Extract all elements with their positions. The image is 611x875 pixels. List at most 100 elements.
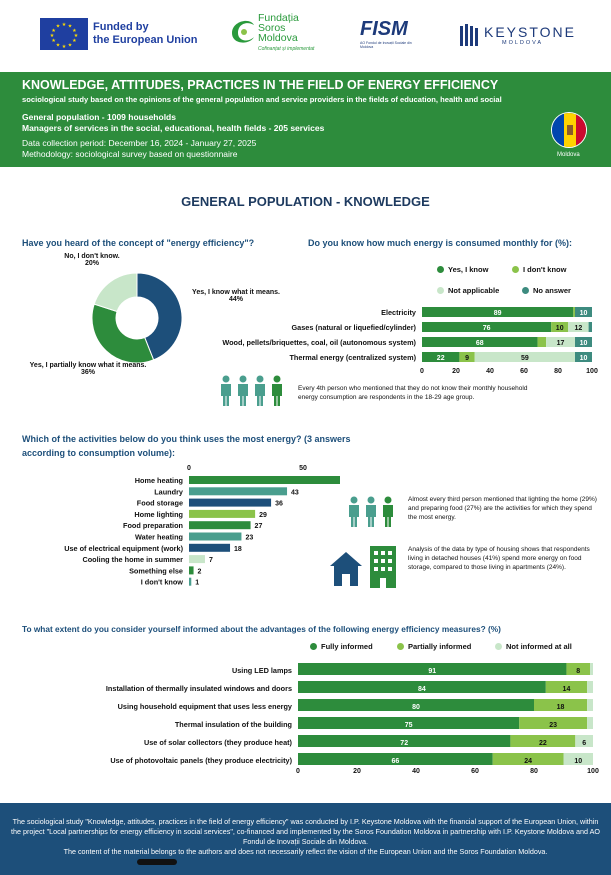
bar-value-label: 10 bbox=[580, 340, 588, 347]
bar-value-label: 22 bbox=[539, 740, 547, 747]
svg-text:★: ★ bbox=[62, 44, 67, 50]
banner-title: KNOWLEDGE, ATTITUDES, PRACTICES IN THE F… bbox=[22, 78, 499, 92]
bar-not-informed-at-all bbox=[587, 717, 593, 729]
bar-partially-informed bbox=[534, 699, 588, 711]
x-tick-label: 80 bbox=[554, 368, 562, 375]
bar-not-informed-at-all bbox=[587, 681, 593, 693]
note-housing: Analysis of the data by type of housing … bbox=[408, 546, 590, 571]
activity-bar-food-storage bbox=[189, 498, 272, 507]
activity-value: 29 bbox=[259, 512, 267, 519]
pie-value-no: 20% bbox=[84, 260, 99, 267]
x-tick-label: 0 bbox=[420, 368, 424, 375]
informed-question: To what extent do you consider yourself … bbox=[22, 624, 501, 634]
bar-value-label: 17 bbox=[557, 340, 565, 347]
svg-text:★: ★ bbox=[51, 28, 56, 34]
bar-yes-i-know bbox=[422, 307, 574, 317]
keystone-subtitle: MOLDOVA bbox=[502, 40, 544, 46]
bar-value-label: 14 bbox=[563, 686, 571, 693]
activity-value: 27 bbox=[255, 523, 263, 530]
bar-value-label: 59 bbox=[521, 355, 529, 362]
activity-label-use-of-electrical-equipment-work: Use of electrical equipment (work) bbox=[64, 544, 183, 553]
category-label: Use of solar collectors (they produce he… bbox=[144, 738, 293, 747]
bar-yes-i-know bbox=[422, 337, 538, 347]
bar-value-label: 10 bbox=[580, 310, 588, 317]
bar-partially-informed bbox=[566, 663, 591, 675]
category-label: Gases (natural or liquefied/cylinder) bbox=[292, 323, 417, 332]
bar-no-answer bbox=[575, 352, 592, 362]
footer: The sociological study "Knowledge, attit… bbox=[0, 803, 611, 875]
bar-no-answer bbox=[575, 307, 592, 317]
svg-text:★: ★ bbox=[72, 28, 77, 34]
x-tick-label: 60 bbox=[520, 368, 528, 375]
keystone-bars-icon bbox=[460, 24, 478, 46]
svg-text:★: ★ bbox=[51, 38, 56, 44]
fism-wordmark: FISM bbox=[360, 18, 408, 40]
bar-value-label: 72 bbox=[400, 740, 408, 747]
activity-label-laundry: Laundry bbox=[154, 487, 184, 496]
bar-not-informed-at-all bbox=[575, 735, 593, 747]
eu-flag-logo: ★ ★ ★ ★ ★ ★ ★ ★ ★ ★ ★ ★ bbox=[40, 18, 88, 50]
bar-value-label: 75 bbox=[405, 722, 413, 729]
eu-funded-line1: Funded by bbox=[93, 21, 149, 33]
bar-value-label: 10 bbox=[580, 355, 588, 362]
eu-funded-text: Funded by the European Union bbox=[93, 21, 198, 47]
activity-value: 36 bbox=[275, 501, 283, 508]
bar-value-label: 10 bbox=[574, 758, 582, 765]
x-tick-label: 0 bbox=[187, 465, 191, 472]
people-group-icon bbox=[221, 375, 282, 406]
legend-fully-informed: Fully informed bbox=[310, 642, 373, 651]
moldova-flag-icon bbox=[551, 112, 587, 148]
methodology: Methodology: sociological survey based o… bbox=[22, 149, 238, 159]
soros-line2: Soros bbox=[258, 22, 286, 34]
activity-bar-use-of-electrical-equipment-work bbox=[189, 543, 231, 552]
soros-line1: Fundația bbox=[258, 12, 299, 24]
x-tick-label: 20 bbox=[452, 368, 460, 375]
category-label: Using household equipment that uses less… bbox=[118, 702, 293, 711]
bar-i-don-t-know bbox=[459, 352, 475, 362]
bar-value-label: 76 bbox=[483, 325, 491, 332]
bar-yes-i-know bbox=[422, 322, 552, 332]
x-tick-label: 80 bbox=[530, 768, 538, 775]
activity-value: 2 bbox=[198, 568, 202, 575]
category-label: Using LED lamps bbox=[232, 666, 292, 675]
bar-value-label: 68 bbox=[476, 340, 484, 347]
x-tick-label: 50 bbox=[299, 465, 307, 472]
footer-disclaimer: The content of the material belongs to t… bbox=[63, 847, 548, 856]
pie-label-yes: Yes, I know what it means. bbox=[192, 289, 280, 296]
legend-no-answer: No answer bbox=[522, 286, 571, 295]
bar-value-label: 9 bbox=[465, 355, 469, 362]
informed-chart: Using LED lamps 91 8 Installation of therma… bbox=[106, 663, 599, 775]
people-trio-icon bbox=[349, 496, 393, 527]
footer-credits: The sociological study "Knowledge, attit… bbox=[11, 817, 600, 846]
bar-value-label: 12 bbox=[575, 325, 583, 332]
category-label: Thermal energy (centralized system) bbox=[289, 353, 416, 362]
bar-value-label: 6 bbox=[582, 740, 586, 747]
activity-bar-laundry bbox=[189, 487, 288, 496]
fism-subtitle: AO Fondul de Inovații Sociale din Moldov… bbox=[360, 41, 412, 49]
pie-label-no: No, I don't know. bbox=[64, 253, 120, 260]
activity-label-home-lighting: Home lighting bbox=[134, 510, 183, 519]
activity-label-i-don-t-know: I don't know bbox=[141, 578, 184, 587]
section-title: GENERAL POPULATION - KNOWLEDGE bbox=[181, 194, 430, 209]
legend-yes-know: Yes, I know bbox=[437, 265, 488, 274]
bar-not-informed-at-all bbox=[587, 699, 593, 711]
fism-logo: FISM AO Fondul de Inovații Sociale din M… bbox=[360, 18, 424, 50]
activity-bar-food-preparation bbox=[189, 521, 251, 530]
legend-not-informed: Not informed at all bbox=[495, 642, 572, 651]
bar-value-label: 10 bbox=[556, 325, 564, 332]
bar-i-don-t-know bbox=[573, 307, 575, 317]
bar-partially-informed bbox=[545, 681, 588, 693]
svg-text:★: ★ bbox=[50, 33, 55, 39]
bar-not-applicable bbox=[546, 337, 575, 347]
pie-value-yes: 44% bbox=[228, 296, 243, 303]
bar-value-label: 22 bbox=[437, 355, 445, 362]
bar-yes-i-know bbox=[422, 352, 460, 362]
bar-not-informed-at-all bbox=[563, 753, 593, 765]
pie-chart bbox=[91, 272, 183, 364]
bar-no-answer bbox=[575, 337, 592, 347]
note-energy-age: Every 4th person who mentioned that they… bbox=[298, 385, 528, 401]
x-tick-label: 20 bbox=[353, 768, 361, 775]
svg-text:★: ★ bbox=[68, 42, 73, 48]
activity-value: 23 bbox=[245, 535, 253, 542]
